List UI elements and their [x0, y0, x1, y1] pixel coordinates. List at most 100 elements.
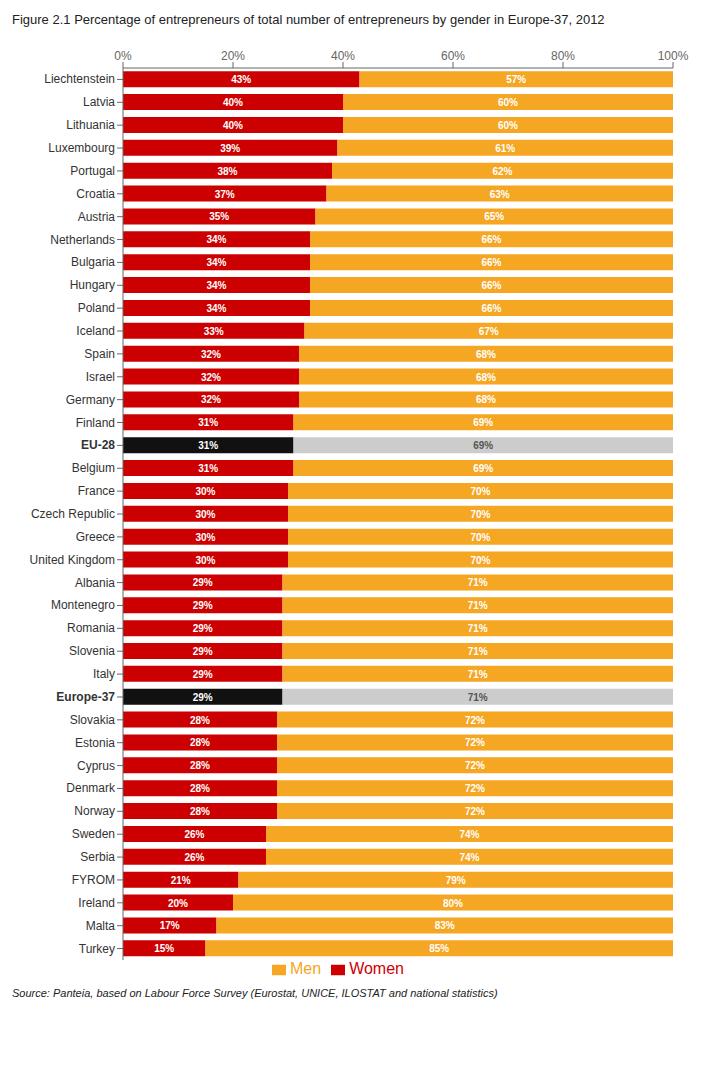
svg-text:30%: 30% [195, 532, 215, 543]
svg-text:71%: 71% [468, 669, 488, 680]
svg-text:72%: 72% [465, 715, 485, 726]
svg-text:34%: 34% [206, 303, 226, 314]
svg-text:74%: 74% [459, 829, 479, 840]
svg-text:Finland: Finland [76, 416, 115, 430]
svg-text:28%: 28% [190, 760, 210, 771]
svg-text:65%: 65% [484, 211, 504, 222]
svg-text:37%: 37% [215, 189, 235, 200]
svg-text:30%: 30% [195, 555, 215, 566]
svg-text:71%: 71% [468, 623, 488, 634]
svg-text:20%: 20% [168, 898, 188, 909]
svg-text:Latvia: Latvia [83, 95, 115, 109]
svg-text:15%: 15% [154, 943, 174, 954]
svg-text:66%: 66% [481, 280, 501, 291]
svg-text:80%: 80% [443, 898, 463, 909]
svg-text:60%: 60% [498, 97, 518, 108]
svg-text:Spain: Spain [84, 347, 115, 361]
svg-text:Estonia: Estonia [75, 736, 115, 750]
svg-text:72%: 72% [465, 760, 485, 771]
svg-text:Norway: Norway [74, 804, 115, 818]
svg-text:67%: 67% [479, 326, 499, 337]
svg-text:Luxembourg: Luxembourg [48, 141, 115, 155]
svg-text:29%: 29% [193, 646, 213, 657]
svg-text:66%: 66% [481, 234, 501, 245]
svg-text:Hungary: Hungary [70, 278, 115, 292]
svg-text:71%: 71% [468, 692, 488, 703]
svg-text:61%: 61% [495, 143, 515, 154]
svg-text:0%: 0% [114, 49, 132, 63]
svg-text:35%: 35% [209, 211, 229, 222]
svg-text:71%: 71% [468, 577, 488, 588]
svg-text:60%: 60% [441, 49, 465, 63]
svg-text:74%: 74% [459, 852, 479, 863]
svg-text:26%: 26% [184, 829, 204, 840]
svg-text:Sweden: Sweden [72, 827, 115, 841]
svg-text:32%: 32% [201, 394, 221, 405]
svg-text:Poland: Poland [78, 301, 115, 315]
svg-text:38%: 38% [217, 166, 237, 177]
svg-text:Israel: Israel [86, 370, 115, 384]
svg-text:Netherlands: Netherlands [50, 233, 115, 247]
svg-text:72%: 72% [465, 737, 485, 748]
svg-text:26%: 26% [184, 852, 204, 863]
svg-text:40%: 40% [223, 120, 243, 131]
svg-text:17%: 17% [160, 920, 180, 931]
svg-text:68%: 68% [476, 349, 496, 360]
svg-text:Belgium: Belgium [72, 461, 115, 475]
svg-text:United Kingdom: United Kingdom [30, 553, 115, 567]
svg-text:31%: 31% [198, 417, 218, 428]
svg-text:FYROM: FYROM [72, 873, 115, 887]
svg-text:71%: 71% [468, 600, 488, 611]
svg-text:Bulgaria: Bulgaria [71, 255, 115, 269]
svg-text:32%: 32% [201, 349, 221, 360]
svg-text:28%: 28% [190, 737, 210, 748]
svg-text:33%: 33% [204, 326, 224, 337]
svg-text:62%: 62% [492, 166, 512, 177]
svg-text:71%: 71% [468, 646, 488, 657]
svg-text:Italy: Italy [93, 667, 115, 681]
svg-text:32%: 32% [201, 372, 221, 383]
svg-text:66%: 66% [481, 257, 501, 268]
svg-text:Liechtenstein: Liechtenstein [44, 72, 115, 86]
svg-text:Austria: Austria [78, 210, 116, 224]
svg-text:72%: 72% [465, 806, 485, 817]
svg-text:70%: 70% [470, 509, 490, 520]
svg-text:Iceland: Iceland [76, 324, 115, 338]
svg-text:Serbia: Serbia [80, 850, 115, 864]
svg-text:57%: 57% [506, 74, 526, 85]
svg-text:69%: 69% [473, 440, 493, 451]
svg-text:70%: 70% [470, 486, 490, 497]
svg-text:70%: 70% [470, 555, 490, 566]
svg-text:28%: 28% [190, 806, 210, 817]
svg-text:69%: 69% [473, 417, 493, 428]
svg-text:Romania: Romania [67, 621, 115, 635]
svg-text:Greece: Greece [76, 530, 116, 544]
svg-text:39%: 39% [220, 143, 240, 154]
svg-text:68%: 68% [476, 372, 496, 383]
svg-text:100%: 100% [658, 49, 689, 63]
svg-text:72%: 72% [465, 783, 485, 794]
svg-text:Cyprus: Cyprus [77, 759, 115, 773]
svg-text:Albania: Albania [75, 576, 115, 590]
svg-text:80%: 80% [551, 49, 575, 63]
svg-text:29%: 29% [193, 623, 213, 634]
svg-text:70%: 70% [470, 532, 490, 543]
svg-text:31%: 31% [198, 440, 218, 451]
svg-text:28%: 28% [190, 715, 210, 726]
svg-text:Turkey: Turkey [79, 942, 115, 956]
svg-text:66%: 66% [481, 303, 501, 314]
svg-text:83%: 83% [435, 920, 455, 931]
svg-text:30%: 30% [195, 509, 215, 520]
svg-text:30%: 30% [195, 486, 215, 497]
svg-text:Denmark: Denmark [66, 781, 116, 795]
svg-text:60%: 60% [498, 120, 518, 131]
svg-text:Lithuania: Lithuania [66, 118, 115, 132]
svg-text:29%: 29% [193, 600, 213, 611]
svg-text:34%: 34% [206, 234, 226, 245]
svg-text:Malta: Malta [86, 919, 116, 933]
svg-text:34%: 34% [206, 280, 226, 291]
svg-text:EU-28: EU-28 [81, 438, 115, 452]
svg-text:85%: 85% [429, 943, 449, 954]
svg-text:Croatia: Croatia [76, 187, 115, 201]
svg-text:France: France [78, 484, 116, 498]
